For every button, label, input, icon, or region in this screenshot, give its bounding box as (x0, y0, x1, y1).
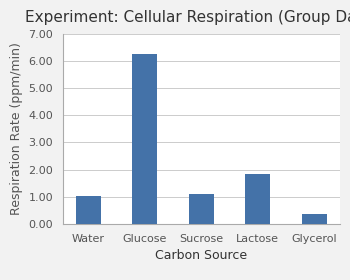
Bar (301, 214, 327, 224)
Bar (245, 174, 271, 224)
Bar (189, 194, 214, 224)
Bar (76, 196, 101, 224)
Y-axis label: Respiration Rate (ppm/min): Respiration Rate (ppm/min) (10, 42, 23, 215)
Bar (132, 54, 158, 224)
X-axis label: Carbon Source: Carbon Source (155, 249, 247, 262)
Title: Experiment: Cellular Respiration (Group Data): Experiment: Cellular Respiration (Group … (25, 10, 350, 25)
